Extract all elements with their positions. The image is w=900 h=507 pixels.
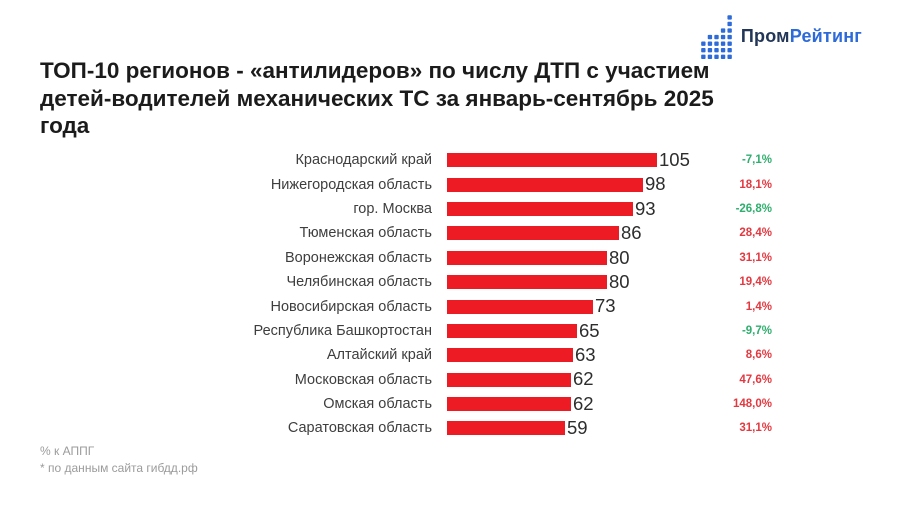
row-value: 62 bbox=[573, 392, 594, 414]
row-value: 63 bbox=[575, 344, 596, 366]
row-change: 47,6% bbox=[739, 373, 772, 386]
row-value: 62 bbox=[573, 368, 594, 390]
row-label: Тюменская область bbox=[299, 225, 432, 242]
logo-text-secondary: Рейтинг bbox=[789, 25, 862, 46]
footnote: % к АППГ * по данным сайта гибдд.рф bbox=[40, 443, 198, 478]
row-bar bbox=[447, 372, 571, 387]
row-bar bbox=[447, 348, 573, 363]
row-label: Саратовская область bbox=[287, 420, 432, 437]
chart-row: Тюменская область 86 28,4% bbox=[40, 221, 772, 245]
row-bar bbox=[447, 250, 607, 265]
row-change: 31,1% bbox=[739, 422, 772, 435]
row-change: 31,1% bbox=[739, 251, 772, 264]
row-label: Нижегородская область bbox=[270, 176, 432, 193]
row-value: 80 bbox=[609, 270, 630, 292]
row-label: Республика Башкортостан bbox=[253, 322, 432, 339]
chart-row: Нижегородская область 98 18,1% bbox=[40, 172, 772, 196]
row-value: 80 bbox=[609, 246, 630, 268]
row-label: Московская область bbox=[294, 371, 432, 388]
row-value: 98 bbox=[645, 173, 666, 195]
row-value: 73 bbox=[595, 295, 616, 317]
row-value: 105 bbox=[659, 148, 690, 170]
row-label: Воронежская область bbox=[284, 249, 432, 266]
title-line-2: детей-водителей механических ТС за январ… bbox=[40, 85, 714, 111]
row-bar bbox=[447, 397, 571, 412]
row-bar bbox=[447, 226, 619, 241]
dot-bar-chart-icon bbox=[701, 13, 732, 59]
row-value: 93 bbox=[635, 197, 656, 219]
logo: ПромРейтинг bbox=[701, 13, 862, 59]
row-bar bbox=[447, 299, 593, 314]
row-change: 18,1% bbox=[739, 178, 772, 191]
chart-row: Новосибирская область 73 1,4% bbox=[40, 294, 772, 318]
row-change: 148,0% bbox=[732, 398, 772, 411]
chart-row: Краснодарский край 105 -7,1% bbox=[40, 148, 772, 172]
chart-row: Московская область 62 47,6% bbox=[40, 368, 772, 392]
logo-text-primary: Пром bbox=[740, 25, 790, 46]
row-change: 19,4% bbox=[739, 276, 772, 289]
row-label: Алтайский край bbox=[326, 347, 432, 364]
chart-row: Омская область 62 148,0% bbox=[40, 392, 772, 416]
footnote-line-1: % к АППГ bbox=[40, 444, 95, 458]
row-change: -9,7% bbox=[741, 324, 772, 337]
chart-row: Алтайский край 63 8,6% bbox=[40, 343, 772, 367]
chart-row: гор. Москва 93 -26,8% bbox=[40, 197, 772, 221]
bar-chart: Краснодарский край 105 -7,1% Нижегородск… bbox=[40, 148, 772, 441]
row-value: 59 bbox=[567, 417, 588, 439]
row-change: -26,8% bbox=[735, 202, 772, 215]
page-title: ТОП-10 регионов - «антилидеров» по числу… bbox=[40, 57, 830, 140]
chart-row: Воронежская область 80 31,1% bbox=[40, 246, 772, 270]
row-label: Новосибирская область bbox=[270, 298, 432, 315]
title-line-1: ТОП-10 регионов - «антилидеров» по числу… bbox=[40, 58, 710, 83]
row-value: 86 bbox=[621, 222, 642, 244]
chart-row: Челябинская область 80 19,4% bbox=[40, 270, 772, 294]
row-bar bbox=[447, 421, 565, 436]
row-label: гор. Москва bbox=[353, 200, 432, 217]
row-change: 8,6% bbox=[745, 349, 772, 362]
footnote-line-2: * по данным сайта гибдд.рф bbox=[40, 461, 198, 476]
row-label: Краснодарский край bbox=[295, 152, 432, 169]
logo-text: ПромРейтинг bbox=[741, 26, 862, 47]
row-bar bbox=[447, 177, 643, 192]
row-bar bbox=[447, 201, 633, 216]
title-line-3: года bbox=[40, 113, 90, 139]
row-change: 28,4% bbox=[739, 227, 772, 240]
row-bar bbox=[447, 323, 577, 338]
chart-row: Республика Башкортостан 65 -9,7% bbox=[40, 319, 772, 343]
row-value: 65 bbox=[579, 319, 600, 341]
row-label: Челябинская область bbox=[286, 274, 432, 291]
row-bar bbox=[447, 153, 657, 168]
chart-row: Саратовская область 59 31,1% bbox=[40, 416, 772, 440]
row-change: 1,4% bbox=[745, 300, 772, 313]
row-bar bbox=[447, 275, 607, 290]
row-label: Омская область bbox=[323, 396, 432, 413]
row-change: -7,1% bbox=[741, 154, 772, 167]
